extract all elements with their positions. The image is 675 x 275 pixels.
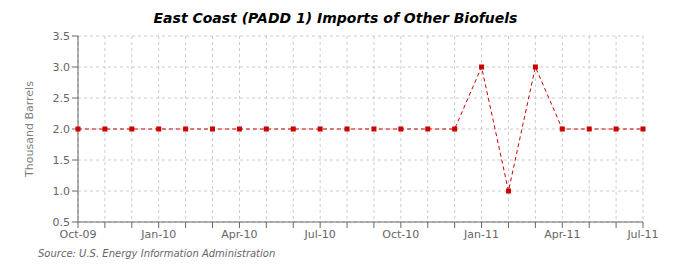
svg-text:0.5: 0.5 bbox=[53, 216, 71, 229]
svg-text:Jan-10: Jan-10 bbox=[140, 228, 176, 241]
svg-text:Apr-11: Apr-11 bbox=[544, 228, 580, 241]
svg-text:3.5: 3.5 bbox=[53, 30, 71, 43]
svg-text:2.0: 2.0 bbox=[53, 123, 71, 136]
svg-text:Oct-09: Oct-09 bbox=[60, 228, 97, 241]
svg-text:1.0: 1.0 bbox=[53, 185, 71, 198]
svg-text:Jan-11: Jan-11 bbox=[463, 228, 499, 241]
svg-text:Apr-10: Apr-10 bbox=[221, 228, 257, 241]
svg-text:1.5: 1.5 bbox=[53, 154, 71, 167]
svg-text:Jul-10: Jul-10 bbox=[304, 228, 336, 241]
html-text:East Coast (PADD 1) Imports of: East Coast (PADD 1) Imports of Other Bio… bbox=[153, 10, 518, 26]
svg-text:Oct-10: Oct-10 bbox=[382, 228, 419, 241]
svg-text:3.0: 3.0 bbox=[53, 61, 71, 74]
svg-text:Thousand Barrels: Thousand Barrels bbox=[23, 81, 36, 178]
svg-text:2.5: 2.5 bbox=[53, 92, 71, 105]
svg-text:Jul-11: Jul-11 bbox=[626, 228, 658, 241]
html-text:Source: U.S. Energy Informatio: Source: U.S. Energy Information Administ… bbox=[38, 248, 276, 259]
